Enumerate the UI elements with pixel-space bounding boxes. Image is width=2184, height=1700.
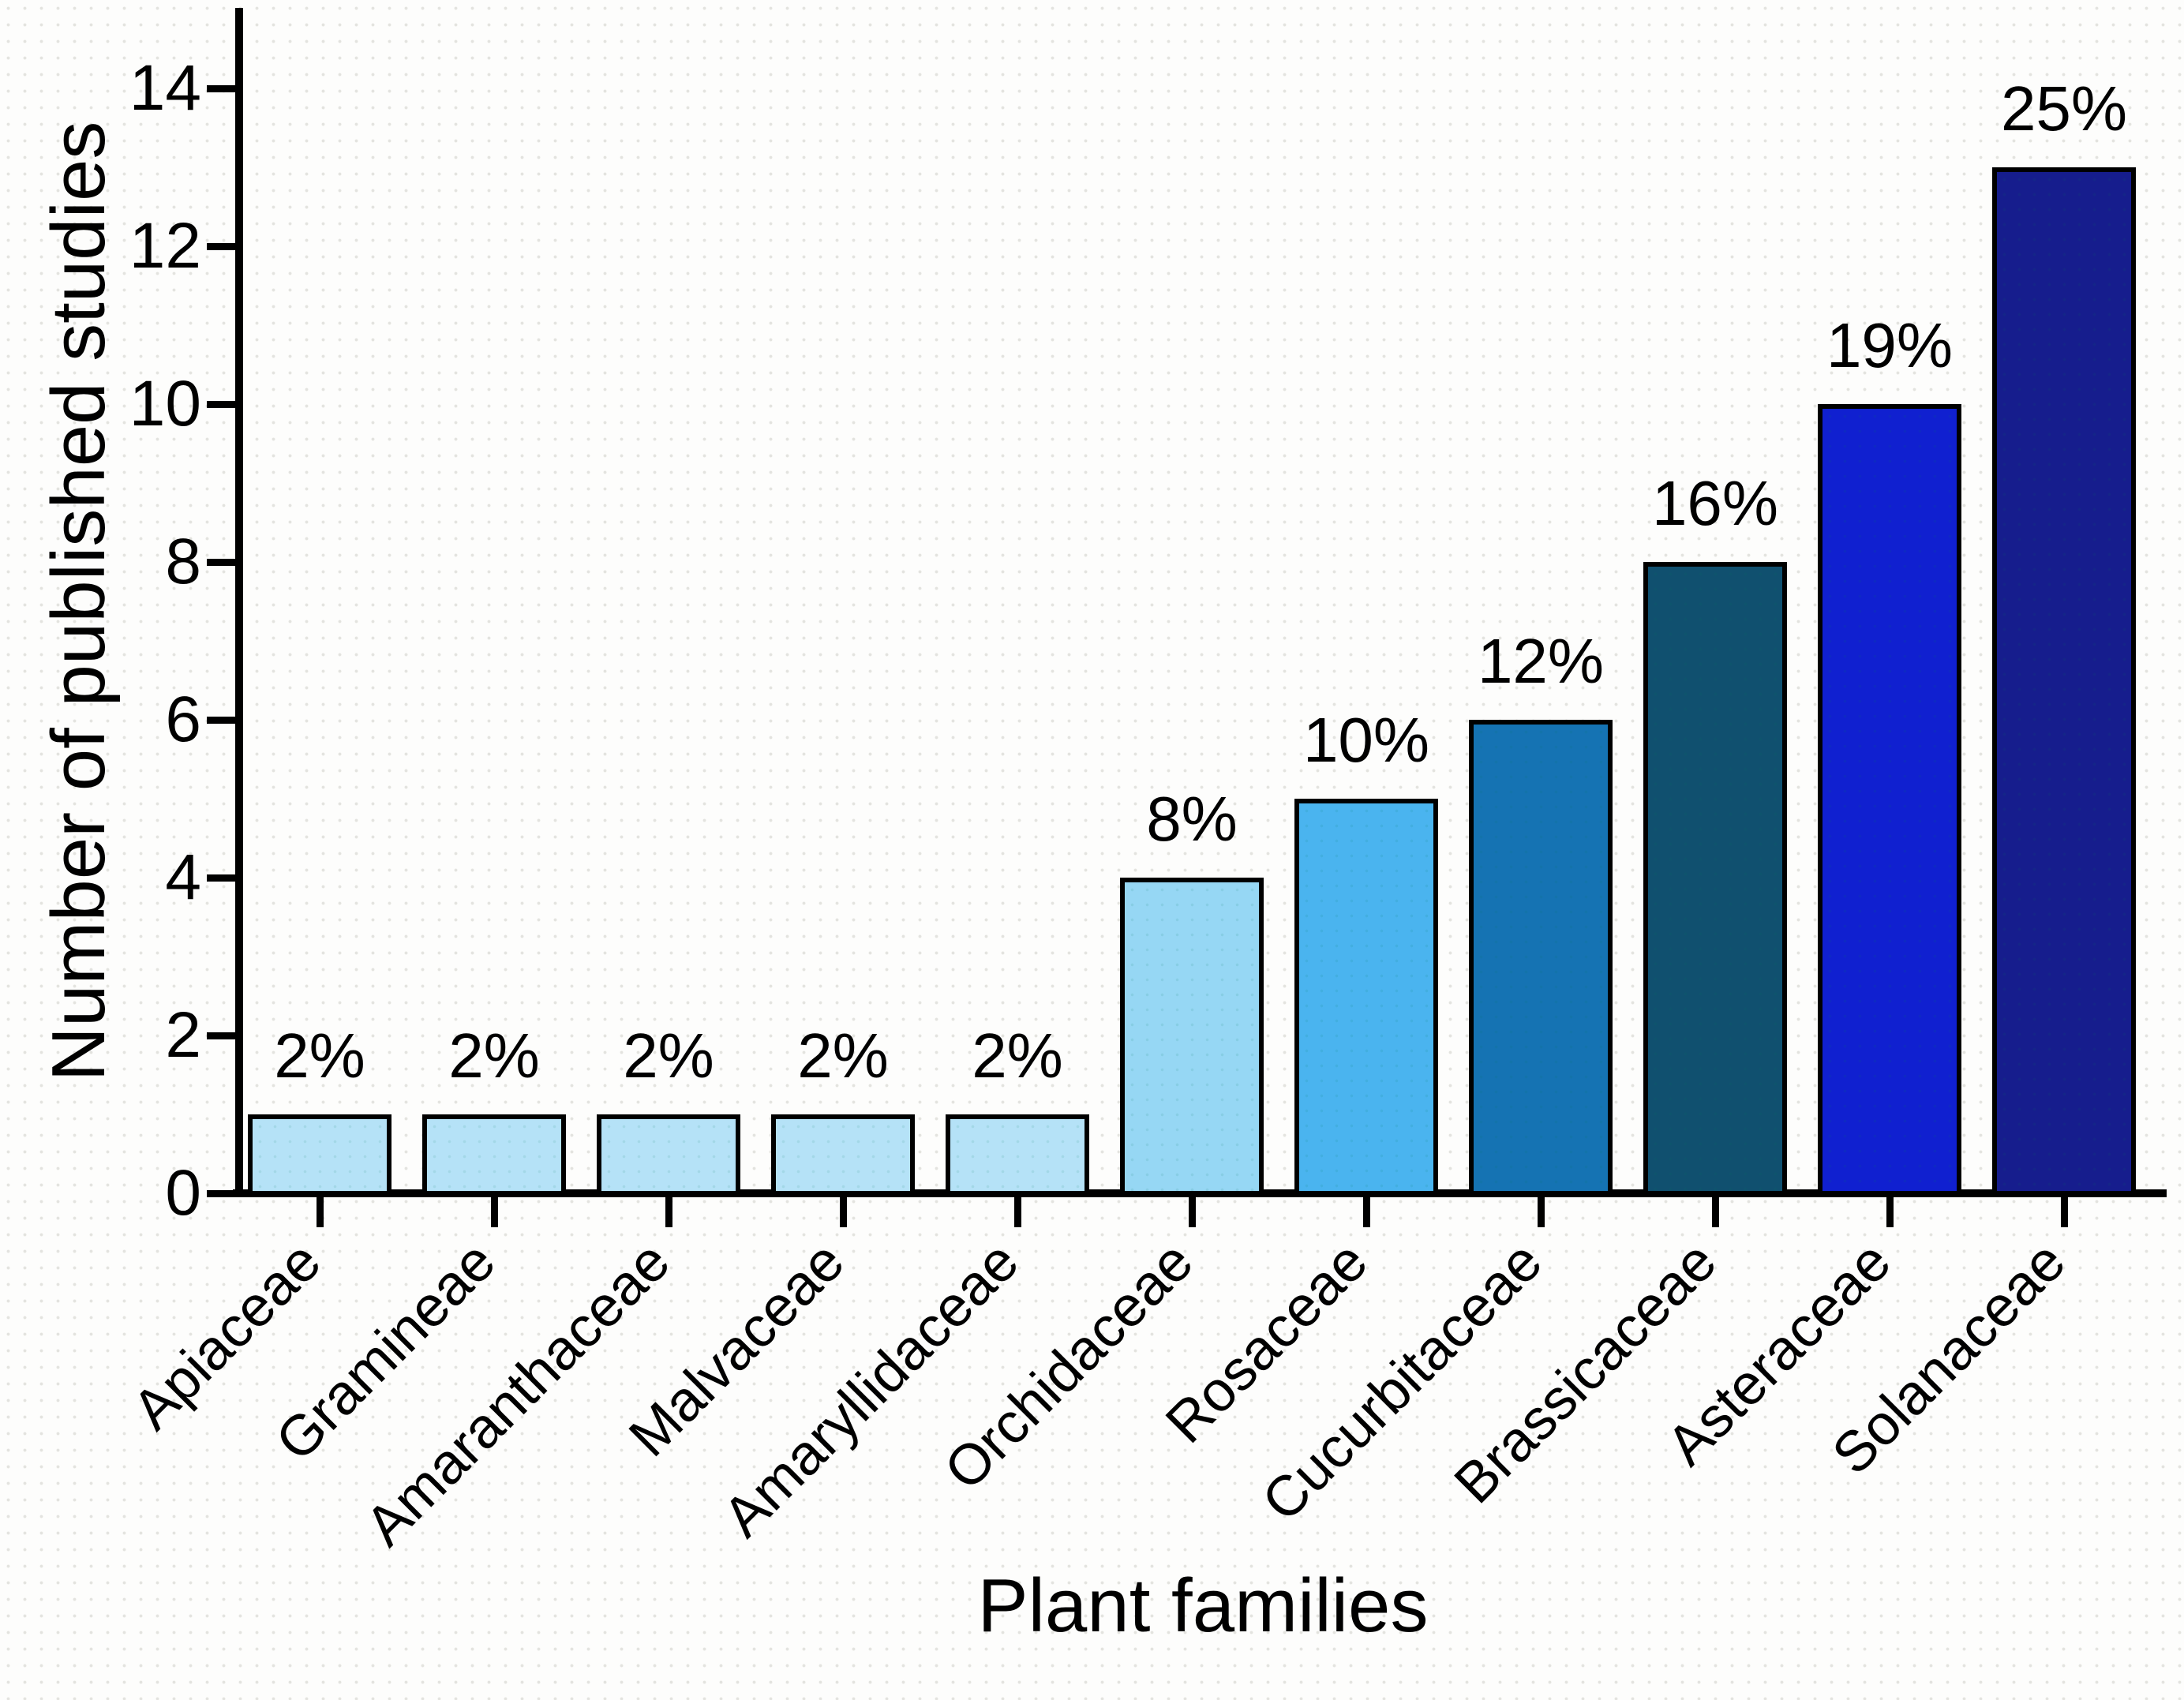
bar-brassicaceae xyxy=(1643,562,1787,1196)
y-tick-label-2: 2 xyxy=(165,999,201,1071)
bar-value-label-brassicaceae: 16% xyxy=(1651,468,1779,538)
y-tick-mark-14 xyxy=(207,85,235,92)
y-tick-label-8: 8 xyxy=(165,526,201,597)
y-tick-label-6: 6 xyxy=(165,683,201,755)
bar-cucurbitaceae xyxy=(1469,720,1613,1196)
bar-value-label-amaryllidaceae: 2% xyxy=(972,1020,1063,1091)
bar-value-label-asteraceae: 19% xyxy=(1826,310,1954,380)
bar-rosaceae xyxy=(1294,799,1438,1196)
bar-value-label-orchidaceae: 8% xyxy=(1146,784,1238,854)
y-tick-label-14: 14 xyxy=(129,52,201,124)
x-tick-mark-solanaceae xyxy=(2061,1197,2068,1227)
x-axis-title: Plant families xyxy=(977,1563,1429,1648)
bar-asteraceae xyxy=(1818,404,1961,1196)
x-tick-mark-gramineae xyxy=(491,1197,498,1227)
bar-value-label-solanaceae: 25% xyxy=(2000,73,2128,144)
x-tick-mark-cucurbitaceae xyxy=(1538,1197,1545,1227)
y-axis-title: Number of published studies xyxy=(36,121,121,1082)
y-tick-mark-10 xyxy=(207,401,235,408)
x-tick-mark-orchidaceae xyxy=(1189,1197,1196,1227)
x-tick-mark-apiaceae xyxy=(317,1197,324,1227)
bar-value-label-amaranthaceae: 2% xyxy=(623,1020,714,1091)
y-tick-mark-6 xyxy=(207,717,235,724)
x-tick-label-amaranthaceae: Amaranthaceae xyxy=(353,1230,682,1559)
y-tick-label-4: 4 xyxy=(165,841,201,913)
bar-solanaceae xyxy=(1992,167,2136,1196)
bar-value-label-cucurbitaceae: 12% xyxy=(1477,626,1605,696)
bar-amaranthaceae xyxy=(597,1114,740,1196)
bar-value-label-rosaceae: 10% xyxy=(1302,705,1430,775)
bar-value-label-malvaceae: 2% xyxy=(797,1020,889,1091)
x-tick-mark-amaranthaceae xyxy=(665,1197,672,1227)
x-tick-mark-amaryllidaceae xyxy=(1014,1197,1021,1227)
x-tick-label-amaryllidaceae: Amaryllidaceae xyxy=(710,1230,1031,1549)
y-tick-mark-12 xyxy=(207,243,235,250)
y-tick-label-0: 0 xyxy=(165,1157,201,1229)
y-axis-line xyxy=(235,8,243,1197)
bar-malvaceae xyxy=(771,1114,915,1196)
x-tick-mark-malvaceae xyxy=(840,1197,847,1227)
y-tick-mark-8 xyxy=(207,559,235,566)
x-tick-mark-rosaceae xyxy=(1363,1197,1370,1227)
bar-gramineae xyxy=(422,1114,566,1196)
bar-value-label-gramineae: 2% xyxy=(448,1020,540,1091)
bar-apiaceae xyxy=(248,1114,391,1196)
x-tick-mark-asteraceae xyxy=(1886,1197,1894,1227)
bar-value-label-apiaceae: 2% xyxy=(274,1020,365,1091)
y-tick-label-12: 12 xyxy=(129,210,201,282)
x-tick-mark-brassicaceae xyxy=(1712,1197,1719,1227)
y-tick-mark-4 xyxy=(207,874,235,882)
y-tick-label-10: 10 xyxy=(129,368,201,440)
y-tick-mark-2 xyxy=(207,1032,235,1039)
y-tick-mark-0 xyxy=(207,1190,235,1197)
bar-amaryllidaceae xyxy=(946,1114,1089,1196)
bar-orchidaceae xyxy=(1120,878,1264,1196)
